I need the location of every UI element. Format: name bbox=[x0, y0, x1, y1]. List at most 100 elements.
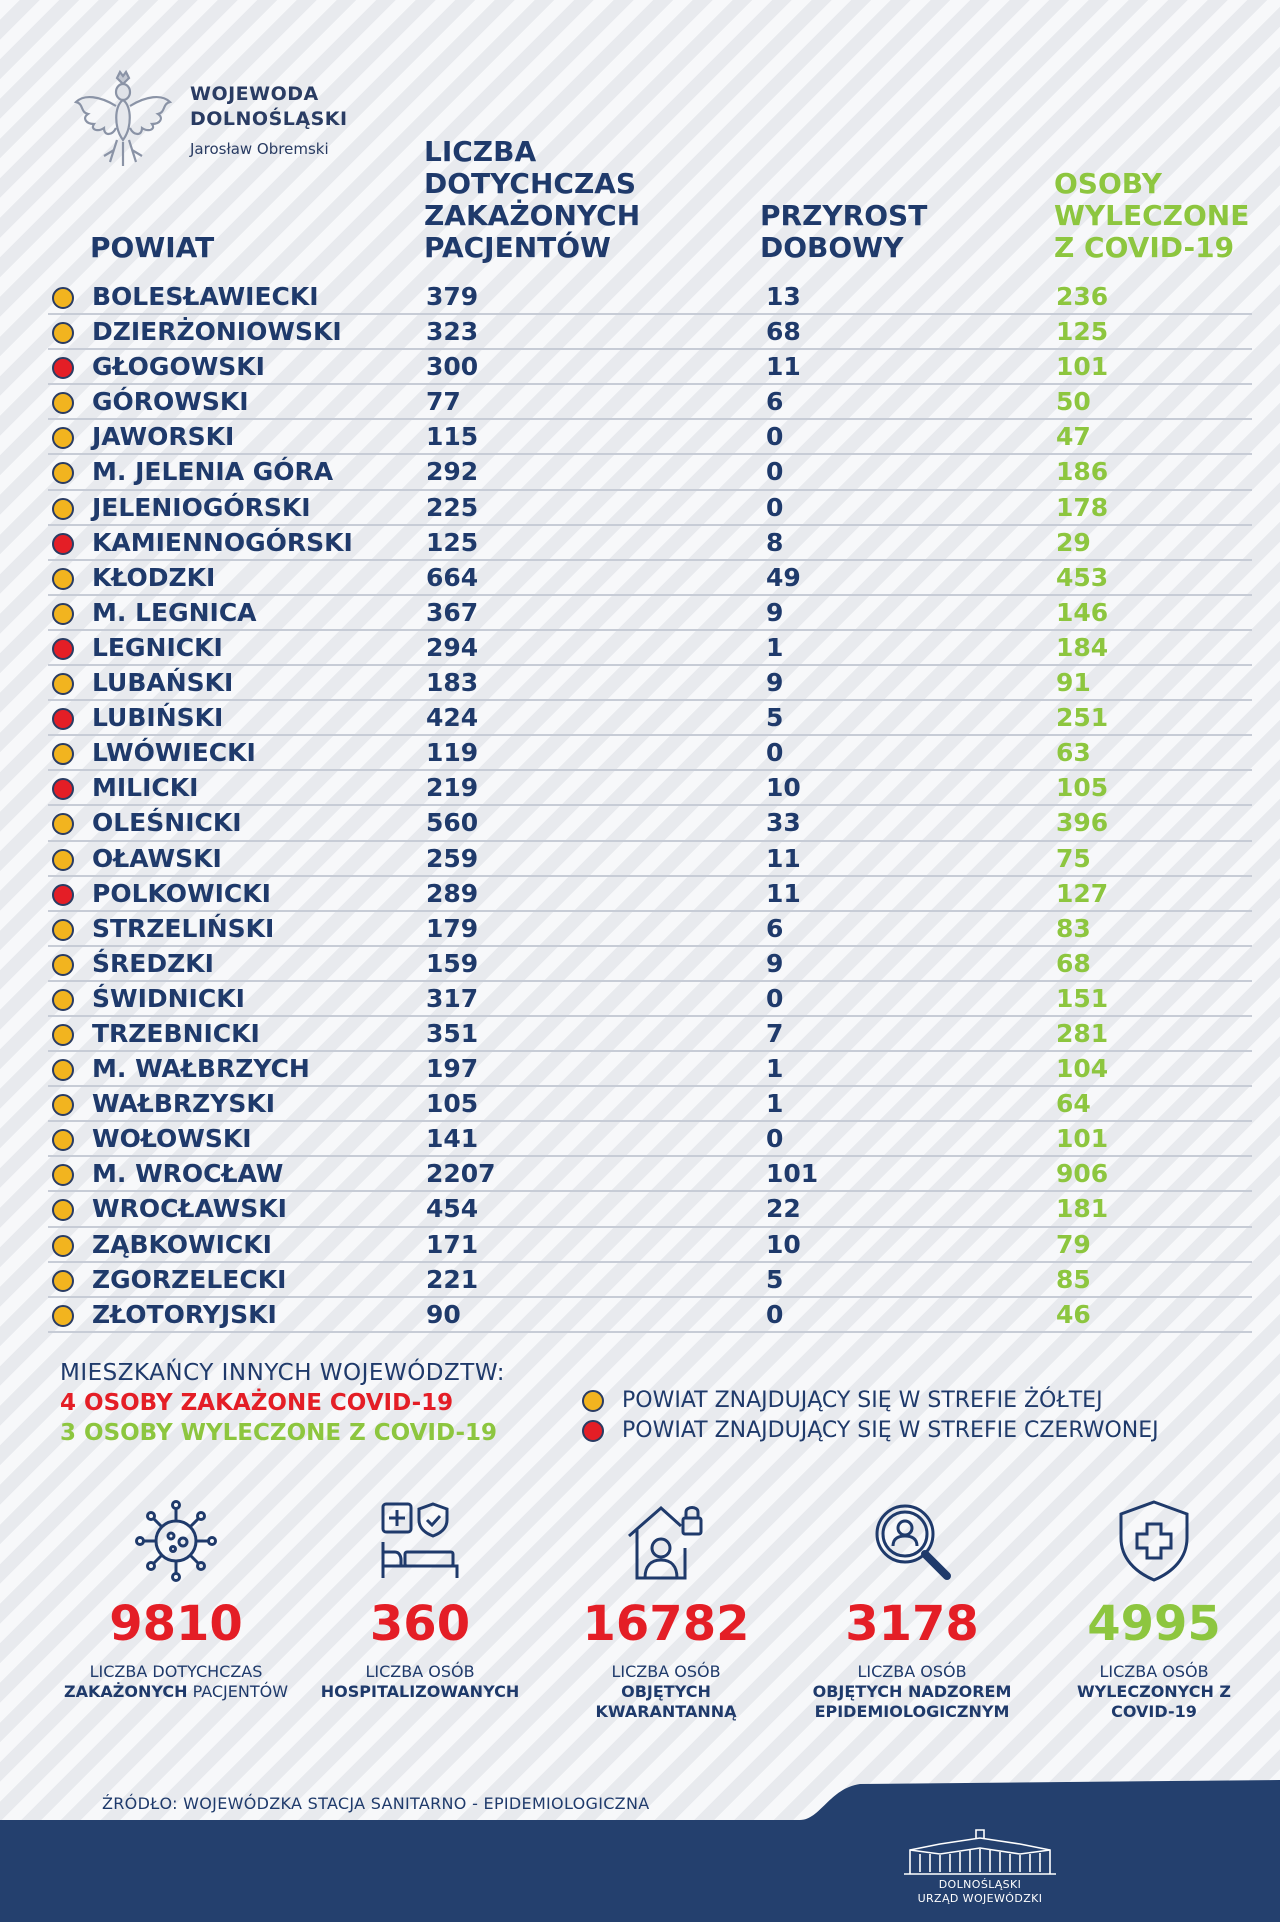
row-powiat: OŁAWSKI bbox=[92, 843, 222, 873]
other-voivodeships-note: MIESZKAŃCY INNYCH WOJEWÓDZTW: 4 OSOBY ZA… bbox=[60, 1358, 505, 1448]
row-daily: 1 bbox=[766, 1054, 784, 1084]
column-header-recovered: OSOBY WYLECZONE Z COVID-19 bbox=[1054, 167, 1250, 264]
row-recovered: 101 bbox=[1056, 352, 1109, 382]
row-total: 323 bbox=[426, 317, 479, 347]
magnifier-person-icon bbox=[875, 1504, 951, 1580]
yellow-zone-dot-icon bbox=[52, 1234, 74, 1257]
org-person: Jarosław Obremski bbox=[190, 140, 329, 158]
row-powiat: ZŁOTORYJSKI bbox=[92, 1299, 277, 1329]
row-powiat: MILICKI bbox=[92, 773, 199, 803]
yellow-zone-dot-icon bbox=[52, 743, 74, 766]
row-daily: 9 bbox=[766, 597, 784, 627]
table-row: M. WAŁBRZYCH 197 1 104 bbox=[48, 1052, 1252, 1088]
row-total: 77 bbox=[426, 387, 461, 417]
row-recovered: 75 bbox=[1056, 843, 1091, 873]
table-row: MILICKI 219 10 105 bbox=[48, 771, 1252, 807]
yellow-zone-dot-icon bbox=[52, 1094, 74, 1117]
red-zone-dot-icon bbox=[52, 532, 74, 555]
yellow-zone-dot-icon bbox=[52, 1023, 74, 1046]
row-daily: 9 bbox=[766, 948, 784, 978]
table-row: ŚREDZKI 159 9 68 bbox=[48, 947, 1252, 982]
row-daily: 7 bbox=[766, 1018, 784, 1048]
column-header-total: LICZBA DOTYCHCZAS ZAKAŻONYCH PACJENTÓW bbox=[424, 135, 641, 264]
row-powiat: ŚREDZKI bbox=[92, 948, 214, 978]
row-daily: 11 bbox=[766, 352, 801, 382]
row-recovered: 68 bbox=[1056, 948, 1091, 978]
row-total: 115 bbox=[426, 422, 479, 452]
stat-label: LICZBA OSÓB OBJĘTYCH NADZOREM EPIDEMIOLOG… bbox=[812, 1662, 1012, 1721]
table-row: KAMIENNOGÓRSKI 125 8 29 bbox=[48, 526, 1252, 561]
table-row: M. JELENIA GÓRA 292 0 186 bbox=[48, 455, 1252, 491]
row-total: 664 bbox=[426, 562, 479, 592]
row-daily: 0 bbox=[766, 1299, 784, 1329]
row-total: 159 bbox=[426, 948, 479, 978]
table-row: ZŁOTORYJSKI 90 0 46 bbox=[48, 1298, 1252, 1333]
yellow-zone-dot-icon bbox=[52, 287, 74, 309]
row-powiat: LEGNICKI bbox=[92, 632, 223, 662]
row-daily: 5 bbox=[766, 703, 784, 733]
eagle-emblem-icon bbox=[73, 69, 173, 166]
stat-label: LICZBA OSÓB WYLECZONYCH Z COVID-19 bbox=[1076, 1662, 1231, 1721]
red-zone-dot-icon bbox=[52, 357, 74, 380]
table-row: ŚWIDNICKI 317 0 151 bbox=[48, 982, 1252, 1017]
row-daily: 5 bbox=[766, 1264, 784, 1294]
row-daily: 11 bbox=[766, 843, 801, 873]
table-row: LEGNICKI 294 1 184 bbox=[48, 631, 1252, 667]
row-recovered: 101 bbox=[1056, 1124, 1109, 1154]
row-powiat: WROCŁAWSKI bbox=[92, 1194, 287, 1224]
yellow-zone-dot-icon bbox=[52, 1269, 74, 1292]
row-daily: 0 bbox=[766, 738, 784, 768]
yellow-zone-dot-icon bbox=[52, 462, 74, 485]
yellow-zone-dot-icon bbox=[52, 1059, 74, 1082]
table-row: ZGORZELECKI 221 5 85 bbox=[48, 1263, 1252, 1298]
organization-logo-text: WOJEWODA DOLNOŚLĄSKI Jarosław Obremski bbox=[190, 82, 348, 158]
row-powiat: WAŁBRZYSKI bbox=[92, 1089, 276, 1119]
stat-hospitalized: 360 LICZBA OSÓB HOSPITALIZOWANYCH bbox=[300, 1496, 540, 1702]
stat-value: 9810 bbox=[109, 1596, 243, 1652]
row-recovered: 104 bbox=[1056, 1054, 1109, 1084]
yellow-zone-dot-icon bbox=[52, 953, 74, 976]
table-row: POLKOWICKI 289 11 127 bbox=[48, 877, 1252, 912]
row-total: 317 bbox=[426, 983, 479, 1013]
yellow-zone-dot-icon bbox=[52, 848, 74, 871]
row-recovered: 906 bbox=[1056, 1159, 1109, 1189]
yellow-zone-dot-icon bbox=[52, 918, 74, 941]
stat-recovered: 4995 LICZBA OSÓB WYLECZONYCH Z COVID-19 bbox=[1034, 1496, 1274, 1722]
row-recovered: 281 bbox=[1056, 1018, 1109, 1048]
row-daily: 0 bbox=[766, 492, 784, 522]
table-row: KŁODZKI 664 49 453 bbox=[48, 561, 1252, 596]
row-powiat: POLKOWICKI bbox=[92, 878, 271, 908]
row-total: 183 bbox=[426, 668, 479, 698]
row-powiat: M. WROCŁAW bbox=[92, 1159, 284, 1189]
row-daily: 6 bbox=[766, 913, 784, 943]
row-daily: 49 bbox=[766, 562, 801, 592]
red-zone-dot-icon bbox=[52, 778, 74, 801]
row-recovered: 181 bbox=[1056, 1194, 1109, 1224]
red-zone-dot-icon bbox=[52, 883, 74, 906]
yellow-zone-dot-icon bbox=[52, 322, 74, 345]
table-row: WOŁOWSKI 141 0 101 bbox=[48, 1122, 1252, 1158]
table-row: LWÓWIECKI 119 0 63 bbox=[48, 736, 1252, 772]
yellow-zone-dot-icon bbox=[52, 427, 74, 450]
row-powiat: GŁOGOWSKI bbox=[92, 352, 265, 382]
row-daily: 22 bbox=[766, 1194, 801, 1224]
table-row: OŁAWSKI 259 11 75 bbox=[48, 842, 1252, 877]
covid-table: BOLESŁAWIECKI 379 13 236 DZIERŻONIOWSKI 323 68… bbox=[48, 280, 1252, 1333]
row-daily: 6 bbox=[766, 387, 784, 417]
row-total: 300 bbox=[426, 352, 479, 382]
stat-label: LICZBA DOTYCHCZAS ZAKAŻONYCH PACJENTÓW bbox=[63, 1662, 289, 1701]
legend-red-zone: POWIAT ZNAJDUJĄCY SIĘ W STREFIE CZERWONE… bbox=[582, 1416, 1159, 1446]
yellow-zone-dot-icon bbox=[52, 813, 74, 836]
row-powiat: ŚWIDNICKI bbox=[92, 983, 245, 1013]
row-daily: 33 bbox=[766, 808, 801, 838]
building-icon bbox=[904, 1829, 1056, 1875]
row-total: 289 bbox=[426, 878, 479, 908]
row-recovered: 29 bbox=[1056, 527, 1091, 557]
row-daily: 0 bbox=[766, 422, 784, 452]
legend-yellow-zone: POWIAT ZNAJDUJĄCY SIĘ W STREFIE ŻÓŁTEJ bbox=[582, 1386, 1159, 1416]
row-total: 219 bbox=[426, 773, 479, 803]
column-header-powiat: POWIAT bbox=[90, 231, 215, 264]
yellow-zone-dot-icon bbox=[52, 392, 74, 415]
org-line1: WOJEWODA bbox=[190, 83, 319, 105]
virus-icon bbox=[135, 1500, 217, 1582]
